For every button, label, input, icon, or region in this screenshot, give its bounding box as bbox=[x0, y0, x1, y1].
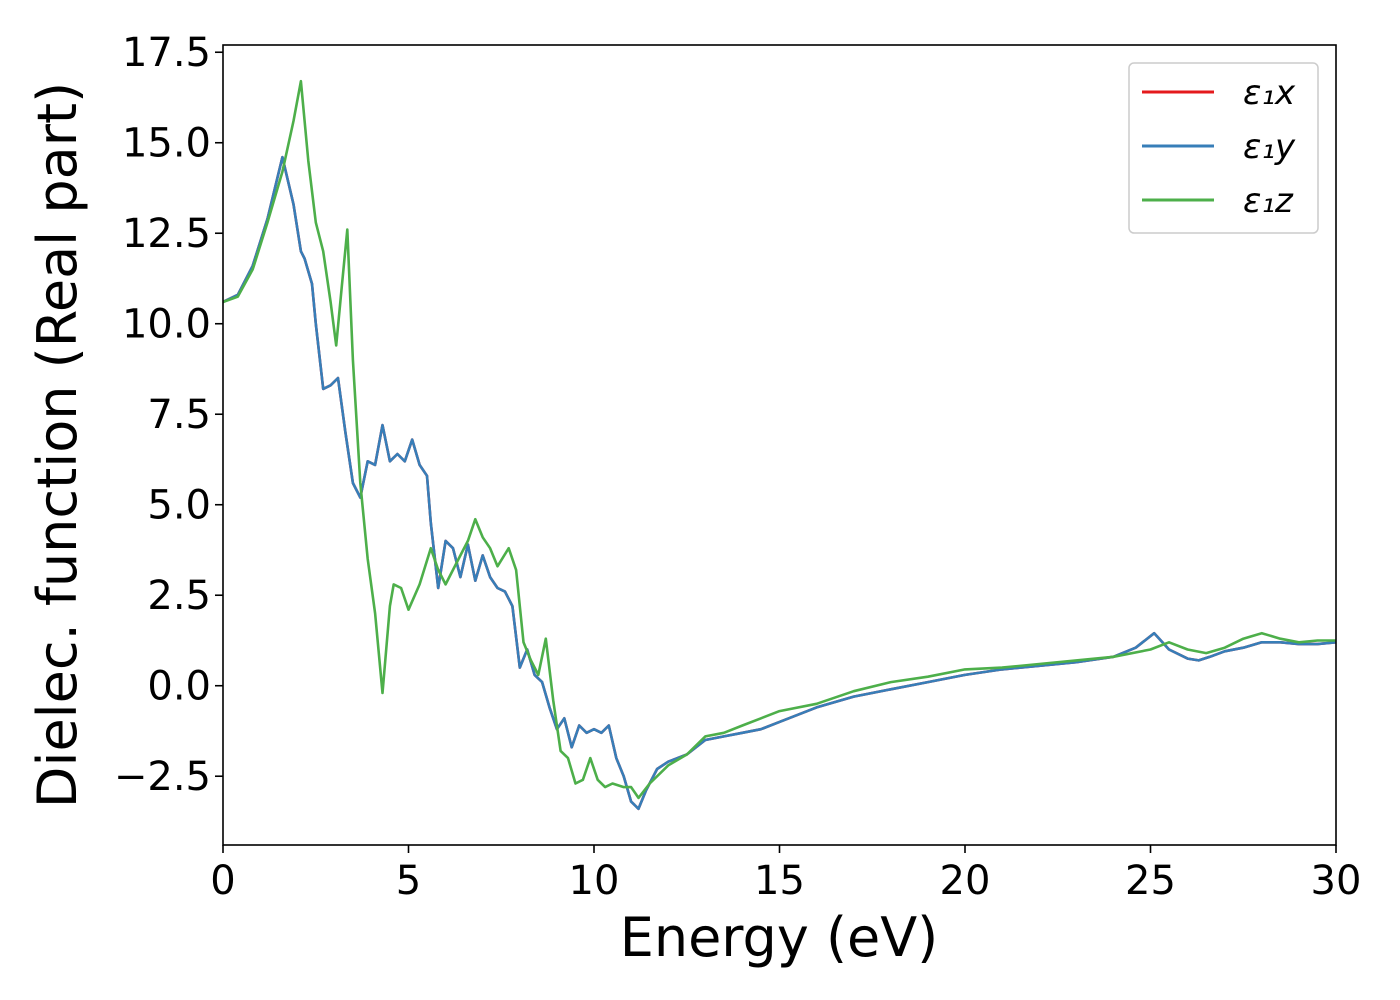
legend-label-3: ε₁z bbox=[1243, 181, 1294, 221]
y-tick-label: 10.0 bbox=[122, 302, 211, 348]
legend: ε₁x ε₁y ε₁z bbox=[1128, 62, 1319, 234]
x-axis-label: Energy (eV) bbox=[620, 906, 939, 969]
y-tick-label: −2.5 bbox=[114, 754, 211, 800]
x-tick-label: 5 bbox=[396, 858, 421, 904]
y-axis-ticks: −2.5 0.0 2.5 5.0 7.5 10.0 12.5 15.0 17.5 bbox=[114, 30, 223, 800]
y-tick-label: 12.5 bbox=[122, 211, 211, 257]
x-tick-label: 15 bbox=[754, 858, 805, 904]
x-tick-label: 30 bbox=[1311, 858, 1362, 904]
series-line-3 bbox=[223, 79, 1336, 800]
legend-label-1: ε₁x bbox=[1243, 73, 1296, 113]
x-tick-label: 25 bbox=[1125, 858, 1176, 904]
series-layer bbox=[223, 79, 1336, 811]
y-tick-label: 0.0 bbox=[147, 664, 211, 710]
y-axis-label: Dielec. function (Real part) bbox=[26, 82, 89, 808]
y-tick-label: 2.5 bbox=[147, 573, 211, 619]
y-tick-label: 5.0 bbox=[147, 483, 211, 529]
y-tick-label: 7.5 bbox=[147, 392, 211, 438]
x-axis-ticks: 0 5 10 15 20 25 30 bbox=[210, 845, 1361, 904]
x-tick-label: 20 bbox=[940, 858, 991, 904]
legend-box bbox=[1128, 62, 1319, 234]
x-tick-label: 0 bbox=[210, 858, 235, 904]
legend-label-2: ε₁y bbox=[1243, 127, 1296, 167]
y-tick-label: 15.0 bbox=[122, 121, 211, 167]
x-tick-label: 10 bbox=[569, 858, 620, 904]
y-tick-label: 17.5 bbox=[122, 30, 211, 76]
